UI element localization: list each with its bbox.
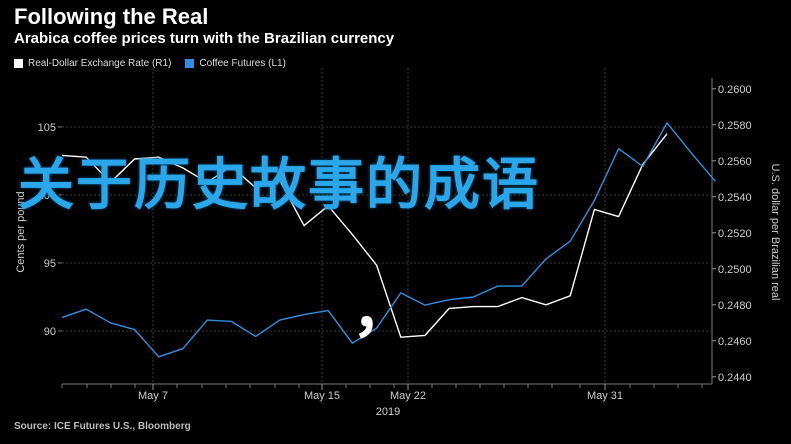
exchange-rate-line	[61, 133, 668, 338]
y-left-tick-label: 95	[44, 258, 56, 270]
legend: Real-Dollar Exchange Rate (R1) Coffee Fu…	[14, 58, 286, 69]
y-left-tick-label: 100	[38, 190, 56, 202]
coffee-futures-line	[61, 122, 716, 358]
y-right-tick-label: 0.2540	[718, 192, 752, 204]
x-tick-label: May 7	[138, 390, 168, 402]
x-year-label: 2019	[376, 406, 400, 418]
source-note: Source: ICE Futures U.S., Bloomberg	[14, 421, 191, 432]
y-right-axis-title: U.S. dollar per Brazilian real	[769, 164, 781, 301]
x-tick-label: May 15	[304, 390, 340, 402]
y-right-tick-label: 0.2480	[718, 300, 752, 312]
x-tick-label: May 31	[587, 390, 623, 402]
y-left-tick-label: 105	[38, 122, 56, 134]
legend-swatch-exchange-rate	[14, 59, 23, 68]
legend-label-exchange-rate: Real-Dollar Exchange Rate (R1)	[28, 58, 172, 69]
y-right-tick-label: 0.2580	[718, 120, 752, 132]
y-right-tick-label: 0.2520	[718, 228, 752, 240]
y-left-tick-label: 90	[44, 326, 56, 338]
chart-subtitle: Arabica coffee prices turn with the Braz…	[14, 30, 395, 47]
chart-title: Following the Real	[14, 4, 209, 29]
y-right-tick-label: 0.2500	[718, 264, 752, 276]
legend-label-coffee-futures: Coffee Futures (L1)	[199, 58, 286, 69]
y-right-tick-label: 0.2600	[718, 84, 752, 96]
y-right-tick-label: 0.2460	[718, 336, 752, 348]
y-right-tick-label: 0.2560	[718, 156, 752, 168]
overlay-watermark-text: 关于历史故事的成语	[18, 153, 540, 218]
legend-item-coffee-futures: Coffee Futures (L1)	[185, 58, 286, 69]
y-left-axis-title: Cents per pound	[15, 191, 27, 272]
overlay-comma: ，	[352, 276, 412, 346]
x-tick-label: May 22	[390, 390, 426, 402]
y-right-tick-label: 0.2440	[718, 372, 752, 384]
legend-item-exchange-rate: Real-Dollar Exchange Rate (R1)	[14, 58, 171, 69]
legend-swatch-coffee-futures	[185, 59, 195, 68]
